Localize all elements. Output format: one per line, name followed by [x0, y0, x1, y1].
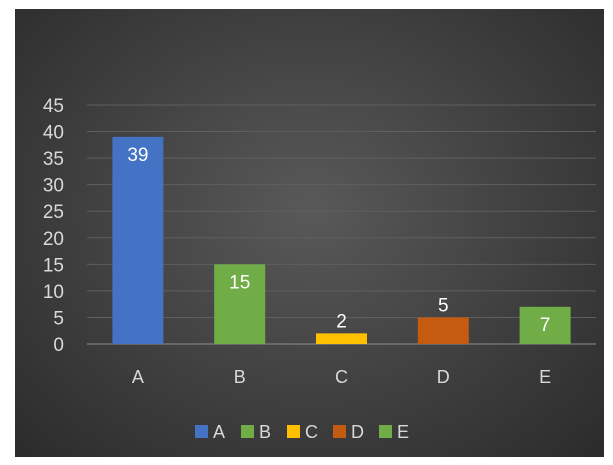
legend-item-D: D: [333, 422, 364, 442]
data-label-B: 15: [229, 272, 250, 293]
gridlines: [87, 104, 596, 345]
bar-C: [316, 333, 367, 344]
bar-A: [112, 136, 164, 344]
legend-swatch-A: [195, 425, 208, 438]
bar-B: [214, 264, 266, 344]
bar-D: [417, 317, 469, 344]
x-tick-label-E: E: [539, 367, 551, 387]
bar-E: [519, 306, 571, 344]
legend-label-A: A: [213, 422, 225, 442]
bars: [112, 136, 571, 344]
legend-swatch-D: [333, 425, 346, 438]
y-tick-label: 35: [43, 149, 64, 170]
legend-swatch-B: [241, 425, 254, 438]
x-tick-label-A: A: [132, 367, 144, 387]
legend: A B C D E: [195, 422, 409, 442]
legend-label-C: C: [305, 422, 318, 442]
y-tick-label: 40: [43, 123, 64, 144]
y-tick-label: 20: [43, 229, 64, 250]
y-tick-label: 5: [53, 308, 64, 329]
y-axis-ticks: 0 5 10 15 20 25 30 35 40 45: [43, 96, 64, 356]
legend-swatch-E: [379, 425, 392, 438]
legend-label-B: B: [259, 422, 271, 442]
data-label-D: 5: [438, 295, 449, 316]
data-label-E: 7: [540, 315, 551, 336]
y-tick-label: 25: [43, 202, 64, 223]
legend-item-C: C: [287, 422, 318, 442]
x-tick-label-C: C: [335, 367, 348, 387]
data-labels: 39 15 2 5 7: [127, 145, 550, 336]
data-label-A: 39: [127, 145, 148, 166]
data-label-C: 2: [336, 311, 347, 332]
x-tick-label-D: D: [437, 367, 450, 387]
legend-swatch-C: [287, 425, 300, 438]
legend-item-A: A: [195, 422, 225, 442]
x-tick-label-B: B: [234, 367, 246, 387]
y-tick-label: 10: [43, 282, 64, 303]
x-axis-ticks: A B C D E: [132, 367, 551, 387]
y-tick-label: 30: [43, 176, 64, 197]
y-tick-label: 0: [53, 335, 64, 356]
legend-item-E: E: [379, 422, 409, 442]
legend-label-E: E: [397, 422, 409, 442]
y-tick-label: 15: [43, 255, 64, 276]
legend-item-B: B: [241, 422, 271, 442]
legend-label-D: D: [351, 422, 364, 442]
y-tick-label: 45: [43, 96, 64, 117]
